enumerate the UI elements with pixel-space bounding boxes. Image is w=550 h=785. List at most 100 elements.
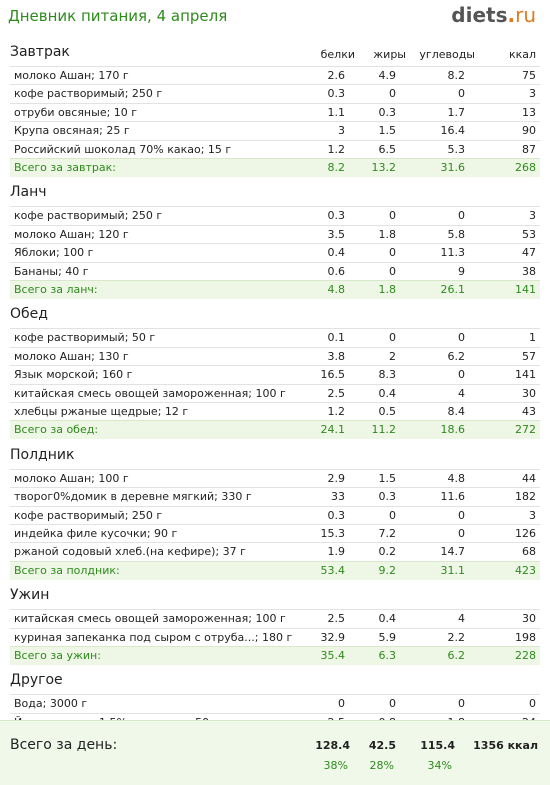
value-kcal: 3 <box>529 87 536 101</box>
value-fat: 6.3 <box>378 649 397 662</box>
value-fat: 0 <box>389 508 396 522</box>
value-carbs: 31.1 <box>440 563 466 577</box>
day-kcal: 1356 ккал <box>473 739 538 752</box>
food-name: китайская смесь овощей замороженная; 100… <box>14 612 286 626</box>
day-carbs: 115.4 <box>420 739 455 752</box>
page-title: Дневник питания, 4 апреля <box>8 7 228 25</box>
food-row[interactable]: отруби овсяные; 10 г 1.1 0.3 1.7 13 <box>10 102 540 122</box>
value-fat: 0 <box>389 246 396 260</box>
day-carbs-pct: 34% <box>427 759 452 772</box>
value-fat: 1.5 <box>378 471 397 485</box>
page-header: Дневник питания, 4 апреля diets.ru <box>0 0 550 34</box>
value-carbs: 5.3 <box>447 142 466 156</box>
value-kcal: 57 <box>522 349 536 363</box>
value-protein: 1.2 <box>327 142 346 156</box>
value-carbs: 6.2 <box>447 349 466 363</box>
food-row[interactable]: хлебцы ржаные щедрые; 12 г 1.2 0.5 8.4 43 <box>10 402 540 421</box>
section-title: Другое <box>10 672 63 689</box>
col-fat: жиры <box>373 48 406 61</box>
food-row[interactable]: кофе растворимый; 250 г 0.3 0 0 3 <box>10 505 540 525</box>
value-protein: 35.4 <box>320 649 346 662</box>
value-carbs: 5.8 <box>447 227 466 241</box>
value-kcal: 44 <box>522 471 536 485</box>
value-protein: 0.1 <box>327 331 346 345</box>
value-protein: 2.5 <box>327 612 346 626</box>
food-name: Бананы; 40 г <box>14 264 89 278</box>
food-name: молоко Ашан; 120 г <box>14 227 129 241</box>
food-row[interactable]: кофе растворимый; 250 г 0.3 0 0 3 <box>10 206 540 225</box>
value-carbs: 0 <box>458 209 465 223</box>
food-row[interactable]: творог0%домик в деревне мягкий; 330 г 33 0… <box>10 487 540 506</box>
food-row[interactable]: молоко Ашан; 130 г 3.8 2 6.2 57 <box>10 346 540 366</box>
value-carbs: 0 <box>458 87 465 101</box>
value-protein: 24.1 <box>320 423 346 437</box>
value-carbs: 11.6 <box>440 490 466 504</box>
food-row[interactable]: кофе растворимый; 250 г 0.3 0 0 3 <box>10 84 540 103</box>
value-kcal: 126 <box>515 527 536 540</box>
value-protein: 8.2 <box>327 161 346 174</box>
food-row[interactable]: молоко Ашан; 120 г 3.5 1.8 5.8 53 <box>10 224 540 244</box>
food-name: Вода; 3000 г <box>14 697 88 711</box>
value-carbs: 11.3 <box>440 246 466 260</box>
site-logo[interactable]: diets.ru <box>451 3 536 27</box>
value-kcal: 3 <box>529 209 536 223</box>
food-row[interactable]: Бананы; 40 г 0.6 0 9 38 <box>10 261 540 281</box>
food-row[interactable]: индейка филе кусочки; 90 г 15.3 7.2 0 126 <box>10 524 540 543</box>
value-protein: 53.4 <box>320 563 346 577</box>
value-protein: 15.3 <box>320 527 346 540</box>
day-total: Всего за день: 128.4 42.5 115.4 1356 кка… <box>0 720 550 785</box>
value-kcal: 268 <box>515 161 536 174</box>
value-carbs: 0 <box>458 527 465 540</box>
food-row[interactable]: кофе растворимый; 50 г 0.1 0 0 1 <box>10 328 540 347</box>
food-row[interactable]: куриная запеканка под сыром с отруба...;… <box>10 627 540 647</box>
value-protein: 1.9 <box>327 545 346 559</box>
value-fat: 1.8 <box>378 227 397 241</box>
value-fat: 4.9 <box>378 69 397 82</box>
food-row[interactable]: Язык морской; 160 г 16.5 8.3 0 141 <box>10 365 540 384</box>
food-name: хлебцы ржаные щедрые; 12 г <box>14 405 189 418</box>
value-kcal: 13 <box>522 105 536 119</box>
value-carbs: 6.2 <box>447 649 466 662</box>
value-carbs: 16.4 <box>440 124 466 138</box>
food-name: Российский шоколад 70% какао; 15 г <box>14 142 232 156</box>
value-fat: 0 <box>389 697 396 711</box>
food-name: молоко Ашан; 100 г <box>14 471 129 485</box>
food-row[interactable]: китайская смесь овощей замороженная; 100… <box>10 383 540 403</box>
food-name: молоко Ашан; 170 г <box>14 69 129 82</box>
value-protein: 3.5 <box>327 227 346 241</box>
value-protein: 2.6 <box>327 69 346 82</box>
value-fat: 0.4 <box>378 386 397 400</box>
value-kcal: 3 <box>529 508 536 522</box>
value-fat: 0 <box>389 87 396 101</box>
value-fat: 2 <box>389 349 396 363</box>
food-name: Язык морской; 160 г <box>14 368 133 382</box>
value-carbs: 9 <box>458 264 465 278</box>
value-carbs: 8.2 <box>447 69 466 82</box>
value-carbs: 1.7 <box>447 105 466 119</box>
value-fat: 7.2 <box>378 527 397 540</box>
day-total-label: Всего за день: <box>10 737 118 753</box>
food-name: молоко Ашан; 130 г <box>14 349 129 363</box>
food-row[interactable]: Вода; 3000 г 0 0 0 0 <box>10 694 540 713</box>
value-carbs: 0 <box>458 508 465 522</box>
value-fat: 13.2 <box>371 161 397 174</box>
day-protein: 128.4 <box>315 739 350 752</box>
value-fat: 1.8 <box>378 283 397 296</box>
food-row[interactable]: китайская смесь овощей замороженная; 100… <box>10 609 540 628</box>
food-row[interactable]: ржаной содовый хлеб.(на кефире); 37 г 1.9… <box>10 542 540 561</box>
food-row[interactable]: Российский шоколад 70% какао; 15 г 1.2 6.5… <box>10 139 540 159</box>
section-total-row: Всего за полдник: 53.4 9.2 31.1 423 <box>10 560 540 580</box>
food-row[interactable]: Яблоки; 100 г 0.4 0 11.3 47 <box>10 243 540 262</box>
food-row[interactable]: молоко Ашан; 170 г 2.6 4.9 8.2 75 <box>10 66 540 85</box>
total-label: Всего за обед: <box>14 423 99 437</box>
value-carbs: 8.4 <box>447 405 466 418</box>
food-name: куриная запеканка под сыром с отруба...;… <box>14 630 293 644</box>
value-carbs: 2.2 <box>447 630 466 644</box>
value-kcal: 38 <box>522 264 536 278</box>
food-row[interactable]: Крупа овсяная; 25 г 3 1.5 16.4 90 <box>10 121 540 140</box>
food-row[interactable]: молоко Ашан; 100 г 2.9 1.5 4.8 44 <box>10 468 540 488</box>
value-fat: 5.9 <box>378 630 397 644</box>
value-carbs: 14.7 <box>440 545 466 559</box>
section-title: Завтрак <box>10 44 70 60</box>
section-title: Обед <box>10 306 48 323</box>
